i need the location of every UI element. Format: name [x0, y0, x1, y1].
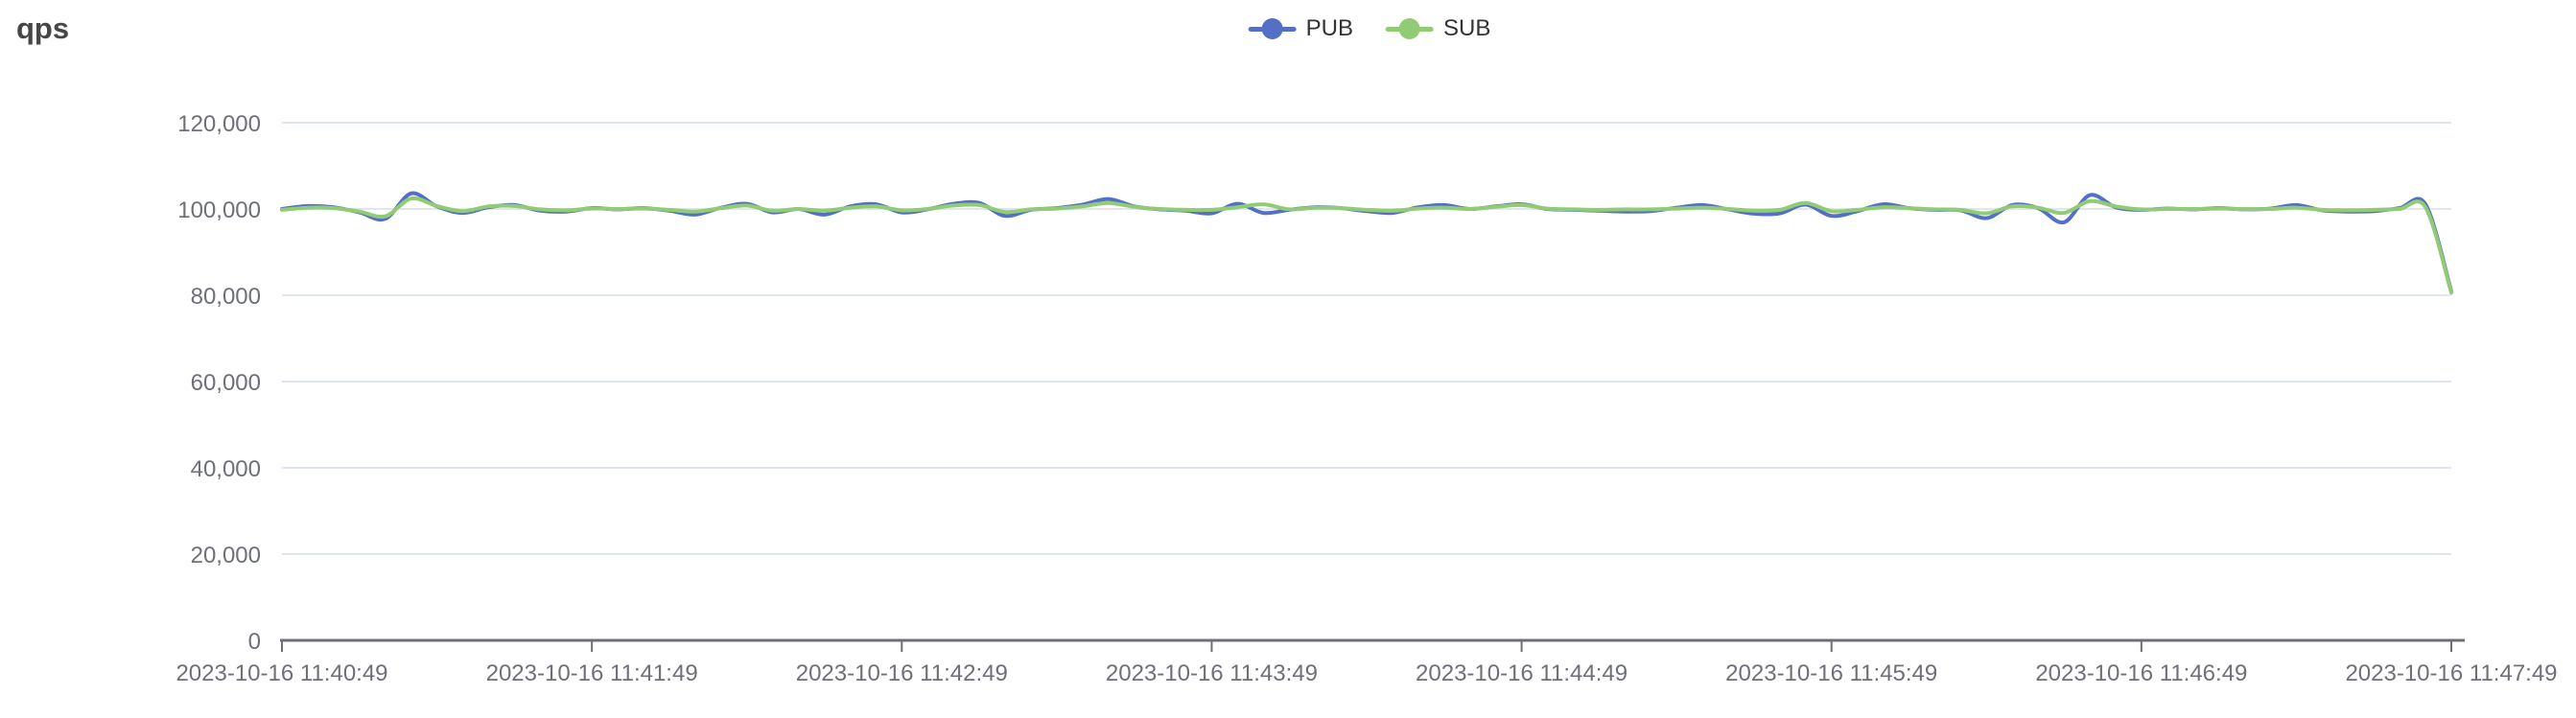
x-axis-label: 2023-10-16 11:41:49 [486, 660, 698, 686]
legend: PUB SUB [1248, 15, 1490, 42]
legend-item-sub[interactable]: SUB [1386, 15, 1490, 42]
sub-series-line [280, 196, 2453, 295]
pub-series-icon [1248, 17, 1297, 40]
x-axis-label: 2023-10-16 11:46:49 [2035, 660, 2247, 686]
y-axis-label: 100,000 [177, 197, 261, 223]
y-axis-label: 20,000 [191, 543, 261, 568]
y-axis-label: 120,000 [177, 111, 261, 137]
chart-title: qps [16, 12, 70, 45]
y-axis-label: 40,000 [191, 456, 261, 482]
sub-series-icon [1386, 17, 1434, 40]
x-axis-label: 2023-10-16 11:40:49 [176, 660, 387, 686]
legend-label-sub: SUB [1443, 15, 1491, 41]
x-axis-label: 2023-10-16 11:43:49 [1106, 660, 1318, 686]
x-axis-label: 2023-10-16 11:45:49 [1725, 660, 1937, 686]
y-axis-label: 60,000 [191, 370, 261, 396]
legend-label-pub: PUB [1305, 15, 1353, 41]
y-axis-label: 80,000 [191, 284, 261, 310]
x-axis-label: 2023-10-16 11:42:49 [796, 660, 1008, 686]
x-axis-label: 2023-10-16 11:47:49 [2345, 660, 2557, 686]
legend-item-pub[interactable]: PUB [1248, 15, 1353, 42]
x-axis-label: 2023-10-16 11:44:49 [1416, 660, 1628, 686]
y-axis-label: 0 [248, 629, 261, 655]
